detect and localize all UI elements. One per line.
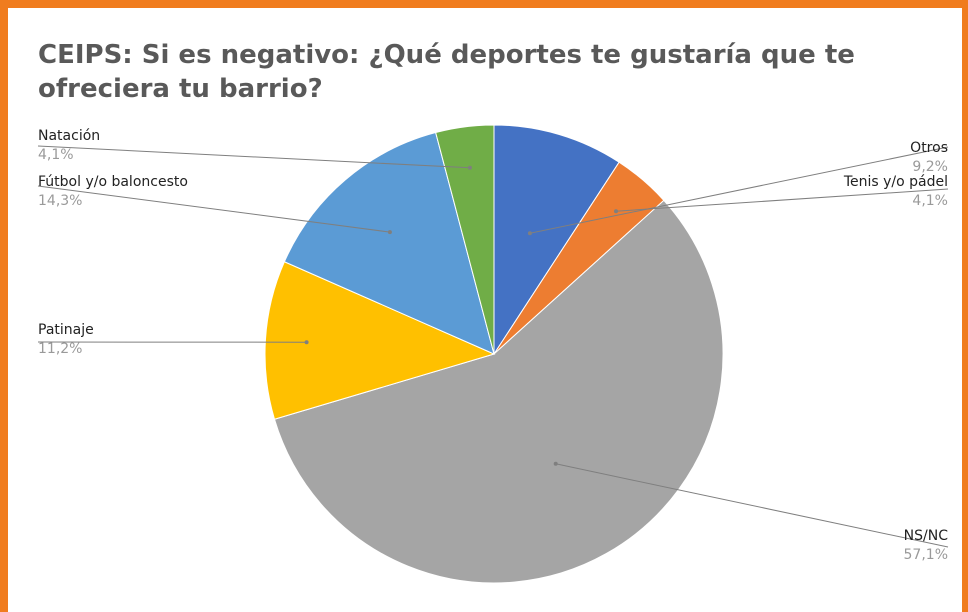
leader-line-natacion: [37, 145, 470, 169]
data-label-value-ns-nc: 57,1%: [904, 547, 948, 563]
data-label-name-ns-nc: NS/NC: [904, 528, 949, 544]
data-label-name-patinaje: Patinaje: [38, 322, 94, 338]
pie-slices: [264, 124, 724, 584]
data-label-value-tenis-y-o-padel: 4,1%: [912, 193, 948, 209]
leader-dot-patinaje: [304, 340, 309, 345]
data-label-name-tenis-y-o-padel: Tenis y/o pádel: [843, 174, 948, 190]
pie-slice-patinaje: [264, 261, 496, 420]
leader-dot-otros: [527, 231, 532, 236]
leader-dot-natacion: [467, 165, 472, 170]
data-label-value-patinaje: 11,2%: [38, 341, 82, 357]
chart-title: CEIPS: Si es negativo: ¿Qué deportes te …: [38, 40, 855, 104]
leader-line-ns-nc: [555, 463, 949, 548]
pie-slice-ns-nc: [273, 199, 724, 584]
pie-slice-natacion: [435, 124, 495, 355]
pie-slice-otros: [493, 124, 620, 356]
data-label-name-futbol-y-o-baloncesto: Fútbol y/o baloncesto: [38, 174, 188, 190]
leader-line-futbol-y-o-baloncesto: [37, 185, 390, 233]
data-label-name-natacion: Natación: [38, 128, 100, 144]
data-label-value-natacion: 4,1%: [38, 147, 74, 163]
data-labels: Otros 9,2%Tenis y/o pádel 4,1% NS/NC 57,1% Pa…: [38, 128, 948, 563]
pie-slice-futbol-y-o-baloncesto: [283, 131, 495, 355]
leader-dot-ns-nc: [553, 461, 558, 466]
data-label-name-otros: Otros: [910, 140, 948, 156]
leader-dot-tenis-y-o-padel: [614, 209, 618, 214]
leader-line-otros: [529, 146, 949, 234]
leader-dot-futbol-y-o-baloncesto: [387, 230, 392, 235]
data-label-value-futbol-y-o-baloncesto: 14,3%: [38, 193, 82, 209]
data-label-value-otros: 9,2%: [912, 159, 948, 175]
leader-line-tenis-y-o-padel: [615, 188, 949, 212]
leader-lines: [37, 145, 949, 548]
